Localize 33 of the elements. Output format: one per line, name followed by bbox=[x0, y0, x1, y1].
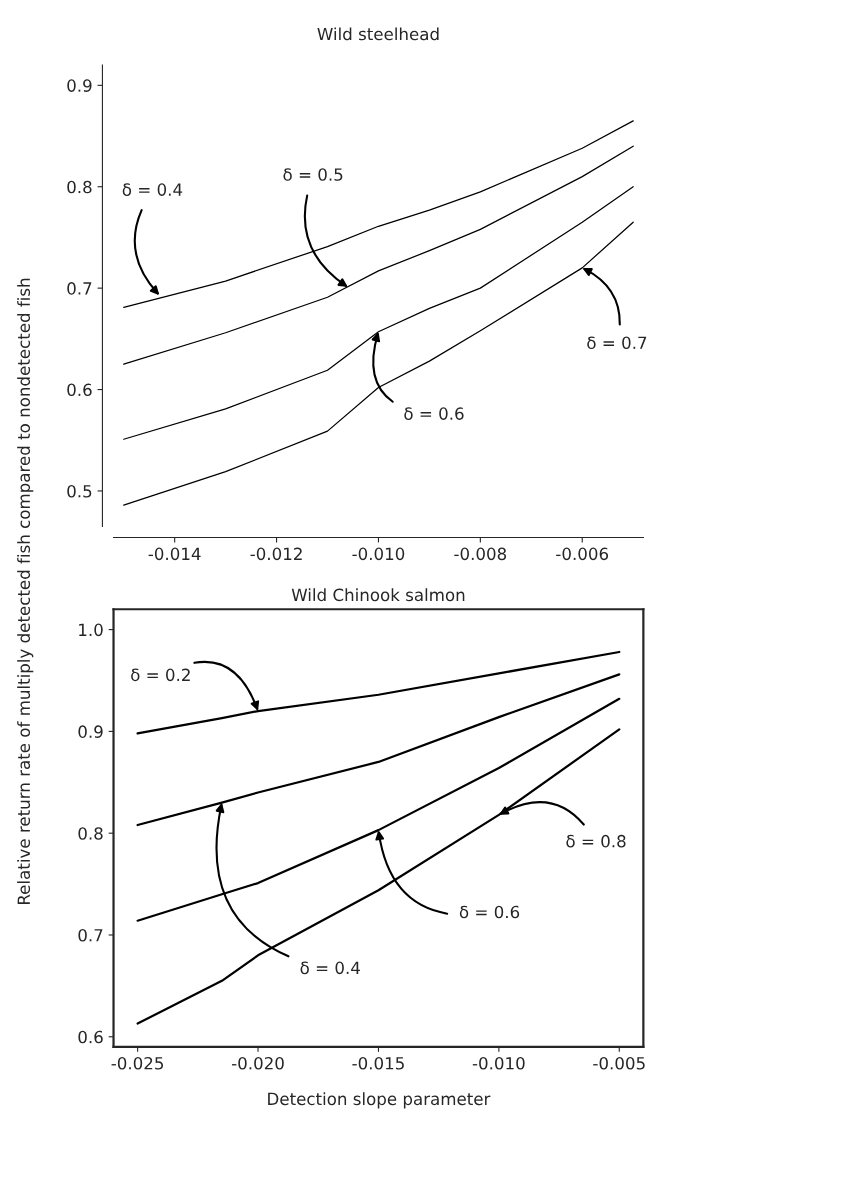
annotation: δ = 0.2 bbox=[131, 668, 190, 682]
x-tick-label: -0.006 bbox=[556, 547, 609, 561]
y-tick-label: 0.9 bbox=[67, 79, 92, 92]
y-tick-label: 1.0 bbox=[79, 623, 103, 637]
x-tick-label: -0.008 bbox=[454, 547, 507, 561]
annotation: δ = 0.4 bbox=[122, 183, 183, 196]
x-tick-label: -0.005 bbox=[593, 1056, 645, 1070]
y-axis-title: Relative return rate of multiply detected fish compared to nondetected fish bbox=[17, 278, 34, 904]
x-tick-label: -0.020 bbox=[231, 1056, 284, 1070]
y-tick-label: 0.7 bbox=[67, 282, 92, 295]
x-tick-label: -0.010 bbox=[352, 547, 405, 561]
x-tick-label: -0.012 bbox=[250, 547, 302, 561]
line-series bbox=[123, 120, 634, 309]
y-tick-label: 0.9 bbox=[78, 725, 103, 738]
y-tick-label: 0.5 bbox=[67, 484, 92, 498]
annotation: δ = 0.4 bbox=[300, 961, 360, 975]
annotation: δ = 0.6 bbox=[404, 407, 464, 420]
x-tick-label: -0.014 bbox=[148, 547, 201, 561]
x-axis-title: Detection slope parameter bbox=[268, 1092, 491, 1109]
annotation: δ = 0.5 bbox=[283, 168, 343, 181]
chart-title: Wild Chinook salmon bbox=[291, 588, 465, 602]
y-tick-label: 0.8 bbox=[78, 827, 103, 840]
annotation: δ = 0.7 bbox=[587, 336, 647, 350]
x-tick-label: -0.010 bbox=[472, 1056, 525, 1070]
chart-title: Wild steelhead bbox=[317, 27, 439, 41]
x-tick-label: -0.015 bbox=[352, 1056, 404, 1070]
annotation: δ = 0.8 bbox=[566, 834, 626, 848]
y-tick-label: 0.7 bbox=[78, 928, 103, 942]
y-tick-label: 0.6 bbox=[67, 383, 92, 397]
annotation: δ = 0.6 bbox=[459, 905, 520, 919]
x-tick-label: -0.025 bbox=[111, 1056, 164, 1070]
y-tick-label: 0.8 bbox=[67, 180, 92, 194]
y-tick-label: 0.6 bbox=[78, 1030, 103, 1044]
